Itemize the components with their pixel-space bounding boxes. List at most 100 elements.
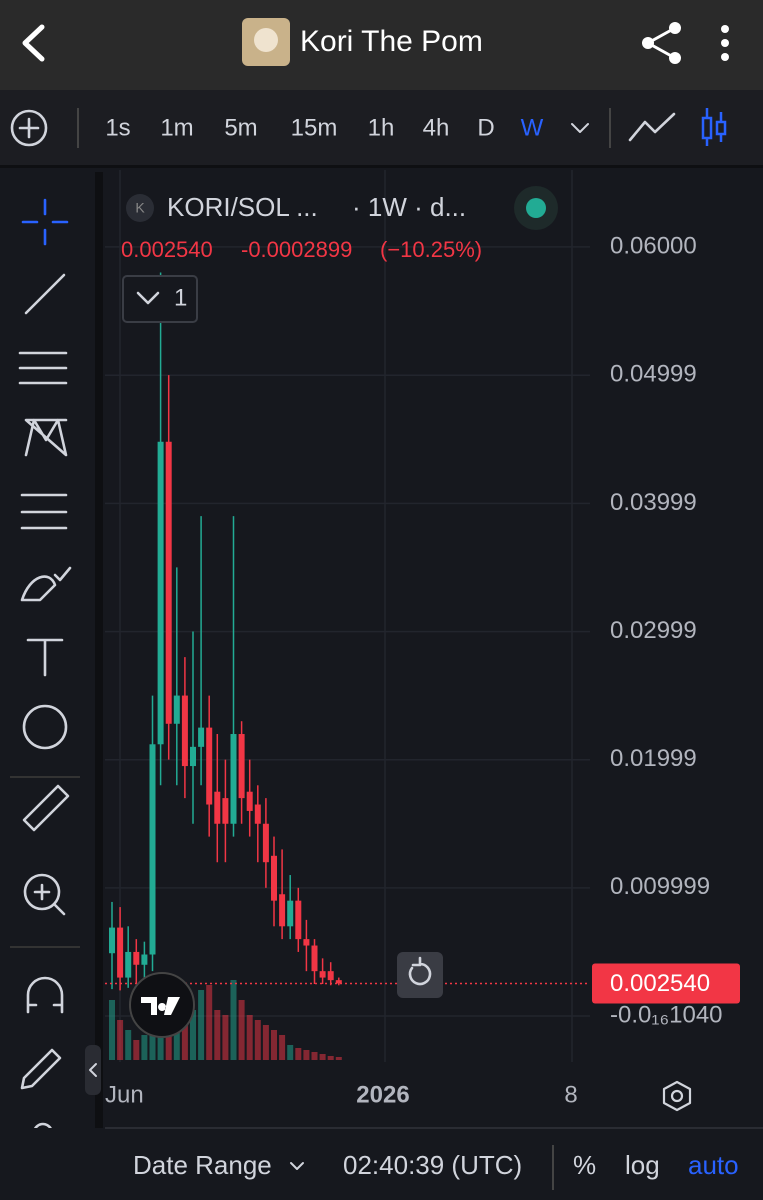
candle-body bbox=[287, 900, 294, 927]
logo-mark bbox=[141, 997, 180, 1015]
emoji-tool[interactable] bbox=[22, 704, 68, 750]
volume-bar bbox=[303, 1050, 310, 1060]
candle-body bbox=[214, 791, 221, 824]
volume-bar bbox=[198, 990, 205, 1060]
settings-dot bbox=[670, 1089, 684, 1103]
candle-body bbox=[238, 734, 245, 799]
legend-change: -0.0002899 bbox=[241, 237, 352, 262]
reset-icon bbox=[408, 956, 432, 986]
volume-bar bbox=[133, 1040, 140, 1060]
candle-body bbox=[295, 900, 302, 940]
candle-body bbox=[271, 855, 277, 901]
trend-line-tool[interactable] bbox=[24, 273, 66, 315]
volume-bar bbox=[311, 1052, 318, 1060]
line-chart-button[interactable] bbox=[628, 112, 676, 142]
interval-button[interactable]: 1s bbox=[105, 114, 130, 141]
interval-button[interactable]: D bbox=[477, 114, 494, 141]
x-tick-label: 8 bbox=[564, 1081, 577, 1108]
interval-button[interactable]: 15m bbox=[291, 114, 338, 141]
y-tick-label: 0.03999 bbox=[610, 489, 697, 516]
text-tool[interactable] bbox=[26, 638, 64, 677]
interval-button[interactable]: 1h bbox=[368, 114, 395, 141]
candle-body bbox=[133, 951, 140, 965]
fib-tool[interactable] bbox=[18, 351, 68, 385]
reset-button[interactable] bbox=[397, 952, 443, 998]
share-button[interactable] bbox=[642, 22, 681, 64]
volume-bar bbox=[254, 1020, 261, 1060]
separator bbox=[0, 165, 763, 168]
candle-body bbox=[149, 744, 156, 955]
candle-chart-button[interactable] bbox=[701, 108, 727, 146]
projection-tool[interactable] bbox=[20, 493, 68, 530]
market-status bbox=[526, 198, 546, 218]
interval-button[interactable]: 1m bbox=[160, 114, 193, 141]
add-indicator[interactable] bbox=[10, 109, 48, 147]
y-tick-label: -0.0₁₆1040 bbox=[610, 1001, 723, 1028]
y-tick-label: 0.01999 bbox=[610, 745, 697, 772]
volume-bar bbox=[271, 1030, 277, 1060]
y-tick-label: 0.02999 bbox=[610, 617, 697, 644]
indicator-toggle[interactable] bbox=[122, 275, 198, 323]
log-toggle[interactable]: log bbox=[625, 1150, 660, 1180]
y-tick-label: 0.04999 bbox=[610, 361, 697, 388]
x-tick-label: 2026 bbox=[356, 1081, 409, 1108]
y-tick-label: 0.06000 bbox=[610, 232, 697, 259]
lock-draw-tool[interactable] bbox=[20, 1048, 62, 1090]
symbol-icon-letter: K bbox=[135, 200, 145, 216]
interval-button[interactable]: W bbox=[521, 114, 544, 141]
interval-button[interactable]: 4h bbox=[423, 114, 450, 141]
indicator-count: 1 bbox=[174, 284, 187, 311]
candle-body bbox=[246, 791, 253, 811]
crosshair-tool[interactable] bbox=[21, 198, 69, 246]
collapse-sidebar[interactable] bbox=[85, 1045, 101, 1095]
volume-bar bbox=[117, 1020, 124, 1060]
symbol-icon bbox=[126, 194, 154, 222]
x-tick-label: Jun bbox=[105, 1081, 144, 1108]
symbol: KORI/SOL ... bbox=[167, 192, 318, 222]
pattern-tool[interactable] bbox=[24, 418, 68, 457]
toolbar bbox=[0, 90, 763, 165]
percent-toggle[interactable]: % bbox=[573, 1150, 596, 1180]
brush-tool[interactable] bbox=[20, 566, 72, 602]
sidebar-edge bbox=[95, 172, 103, 1130]
candle-body bbox=[117, 927, 124, 978]
drawing-tools bbox=[18, 198, 72, 1162]
top-bar bbox=[0, 0, 763, 90]
date-range-chevron bbox=[290, 1162, 304, 1170]
page-title: Kori The Pom bbox=[300, 25, 483, 58]
settings-button[interactable] bbox=[662, 1080, 692, 1112]
interval-button[interactable]: 5m bbox=[224, 114, 257, 141]
chevron bbox=[136, 291, 160, 305]
candle-body bbox=[279, 894, 286, 927]
y-tick-label: 0.009999 bbox=[610, 873, 710, 900]
volume-bar bbox=[262, 1025, 269, 1060]
volume-bar bbox=[141, 1035, 148, 1060]
candle-body bbox=[190, 746, 196, 767]
candle-body bbox=[206, 727, 213, 805]
measure-tool[interactable] bbox=[22, 784, 70, 832]
more-button[interactable] bbox=[721, 25, 729, 61]
candle-body bbox=[157, 441, 164, 745]
volume-bar bbox=[246, 1015, 253, 1060]
candle-body bbox=[222, 798, 229, 824]
magnet-tool[interactable] bbox=[26, 976, 64, 1014]
interval-list: 1s 1m 5m 15m 1h 4h D W bbox=[105, 114, 543, 141]
interval-info: · 1W · d... bbox=[352, 192, 466, 222]
volume-bar bbox=[222, 1015, 229, 1060]
volume-bar bbox=[335, 1057, 342, 1060]
candle-body bbox=[319, 971, 326, 978]
interval-dropdown[interactable] bbox=[571, 123, 589, 133]
candle-body bbox=[327, 971, 334, 981]
collapse-icon bbox=[89, 1063, 97, 1077]
auto-toggle[interactable]: auto bbox=[688, 1150, 739, 1180]
candle-body bbox=[125, 951, 132, 978]
volume-bar bbox=[149, 1020, 156, 1060]
candle-body bbox=[173, 695, 180, 724]
zoom-tool[interactable] bbox=[23, 873, 61, 911]
date-range[interactable]: Date Range bbox=[133, 1150, 272, 1180]
candle-body bbox=[165, 441, 172, 724]
back-button[interactable] bbox=[22, 24, 45, 62]
bottom-bar bbox=[0, 1128, 763, 1200]
avatar-face bbox=[254, 28, 278, 52]
candle-body bbox=[303, 939, 310, 946]
